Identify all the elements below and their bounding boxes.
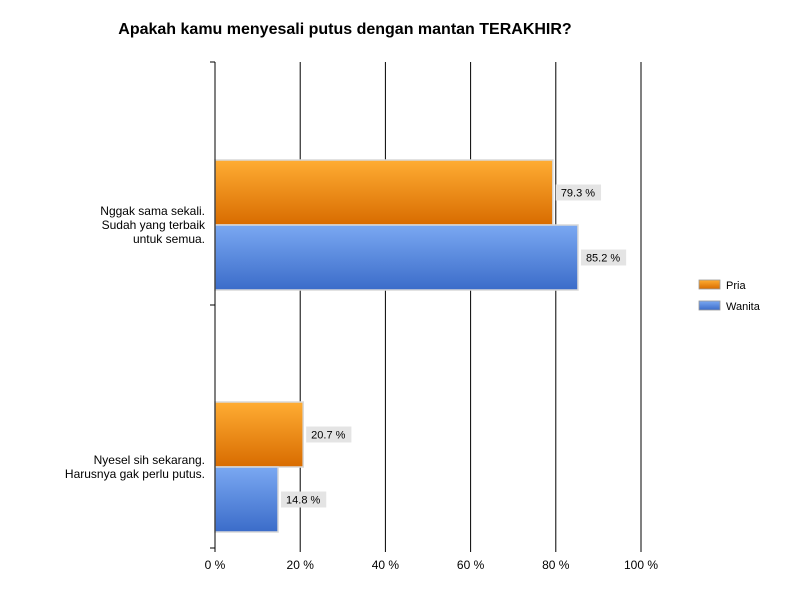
x-tick-label: 20 %	[287, 558, 315, 572]
axes	[210, 61, 642, 552]
data-label-bg	[580, 249, 627, 266]
legend-swatch-pria	[698, 279, 721, 290]
legend-label-wanita: Wanita	[726, 301, 761, 313]
bar-pria	[214, 159, 554, 226]
data-label: 14.8 %	[286, 495, 320, 507]
data-label: 20.7 %	[311, 430, 345, 442]
labels: 0 % 20 % 40 % 60 % 80 % 100 % 79.3 % 85.2 % Ngga…	[65, 184, 658, 572]
category-label: Nyesel sih sekarang. Harusnya gak perlu p…	[65, 453, 205, 481]
x-tick-label: 80 %	[542, 558, 570, 572]
data-label: 85.2 %	[586, 253, 620, 265]
category-label: Nggak sama sekali. Sudah yang terbaik untu…	[100, 204, 206, 246]
bar-wanita	[214, 224, 579, 291]
bars	[214, 159, 579, 533]
bar-wanita	[214, 466, 279, 533]
x-tick-label: 0 %	[205, 558, 226, 572]
legend-label-pria: Pria	[726, 280, 746, 292]
gridlines	[299, 62, 642, 548]
data-label-bg	[306, 426, 352, 443]
x-tick-label: 100 %	[624, 558, 658, 572]
x-tick-label: 60 %	[457, 558, 485, 572]
legend-swatch-wanita	[698, 300, 721, 311]
data-label: 79.3 %	[561, 188, 595, 200]
chart-title: Apakah kamu menyesali putus dengan manta…	[118, 21, 571, 38]
data-label-bg	[281, 491, 327, 508]
bar-pria	[214, 401, 304, 468]
x-tick-label: 40 %	[372, 558, 400, 572]
legend: Pria Wanita	[698, 279, 761, 313]
data-label-bg	[555, 184, 602, 201]
